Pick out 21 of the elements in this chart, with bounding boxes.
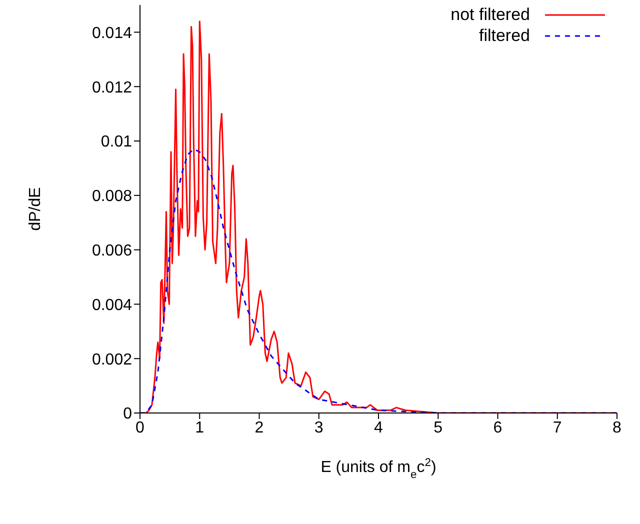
x-tick-label: 6 [493,419,502,436]
legend-label: not filtered [450,4,530,25]
x-tick-label: 2 [254,419,264,436]
x-axis-title: E (units of m$_{e}$c$^{2}$) [320,457,436,481]
y-tick-label: 0.006 [92,242,132,260]
x-tick-label: 8 [612,419,622,436]
x-tick-label: 0 [136,419,145,436]
y-tick-label: 0.012 [92,79,132,96]
x-tick-label: 5 [434,419,443,436]
y-tick-label: 0.008 [92,188,132,206]
legend-label: filtered [478,25,530,46]
x-tick-label: 4 [374,419,384,436]
y-tick-label: 0.01 [100,134,132,151]
x-tick-label: 7 [552,419,562,436]
y-tick-label: 0.004 [92,296,132,314]
y-axis-title: dP/dE [27,187,44,231]
y-tick-label: 0.002 [92,351,132,368]
x-tick-label: 1 [195,419,204,436]
x-tick-label: 3 [314,419,324,436]
y-tick-label: 0 [123,406,132,423]
y-tick-label: 0.014 [92,24,132,42]
